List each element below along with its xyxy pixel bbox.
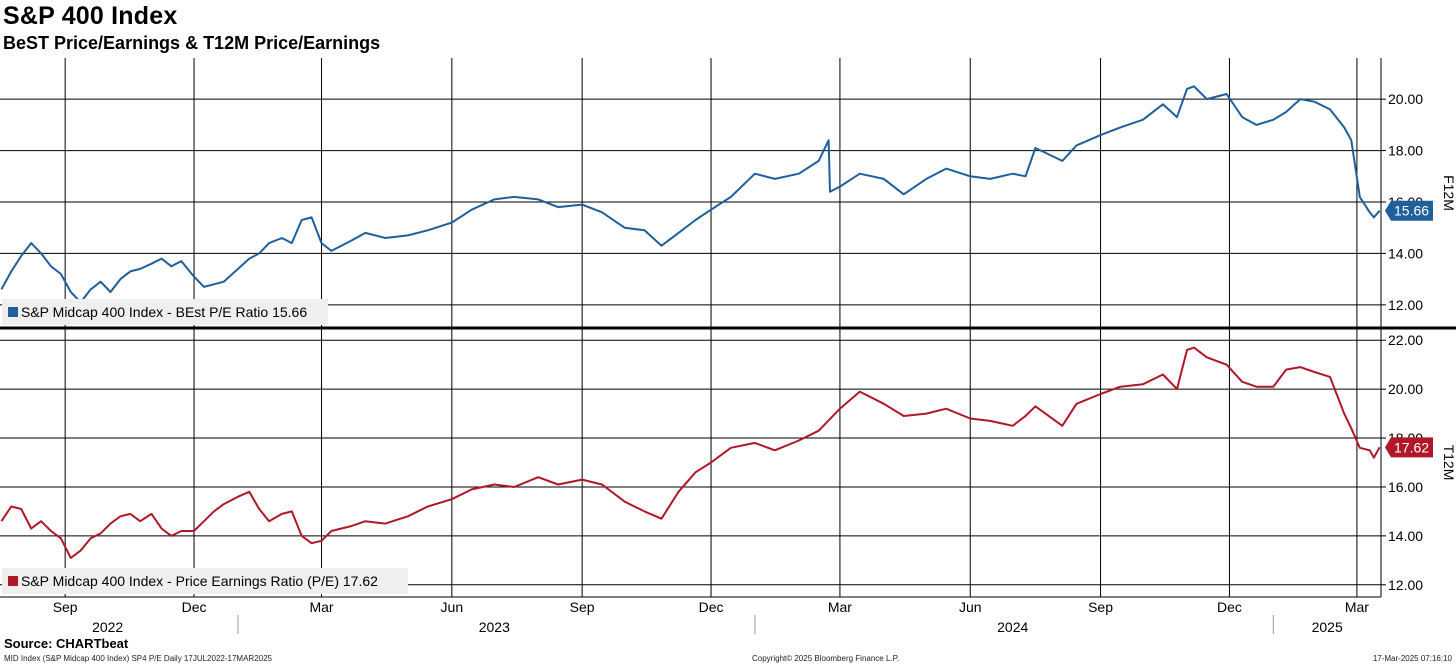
legend-label: S&P Midcap 400 Index - Price Earnings Ra… xyxy=(21,573,378,589)
y-tick-label: 12.00 xyxy=(1388,297,1423,313)
y-tick-label: 16.00 xyxy=(1388,479,1423,495)
series-line xyxy=(0,85,1381,304)
x-month-label: Dec xyxy=(699,599,724,615)
x-month-label: Mar xyxy=(1345,599,1369,615)
legend-box xyxy=(2,299,328,325)
x-month-label: Mar xyxy=(309,599,333,615)
last-value-tag xyxy=(1385,437,1433,458)
axis-title: T12M xyxy=(1441,445,1456,481)
y-tick-label: 12.00 xyxy=(1388,577,1423,593)
y-tick-label: 14.00 xyxy=(1388,528,1423,544)
axis-title: F12M xyxy=(1441,175,1456,211)
x-year-label: 2024 xyxy=(997,619,1028,635)
chart-title: S&P 400 Index xyxy=(3,2,178,30)
pe-chart: 12.00 14.00 16.00 18.00 20.00 S&P Midcap 400 … xyxy=(0,58,1456,635)
x-year-label: 2025 xyxy=(1312,619,1343,635)
x-month-label: Sep xyxy=(570,599,595,615)
x-year-label: 2022 xyxy=(92,619,123,635)
x-month-label: Dec xyxy=(182,599,207,615)
legend-box xyxy=(2,568,408,594)
x-month-label: Sep xyxy=(53,599,78,615)
legend-label: S&P Midcap 400 Index - BEst P/E Ratio 15… xyxy=(21,304,307,320)
x-month-label: Jun xyxy=(441,599,464,615)
y-tick-label: 14.00 xyxy=(1388,245,1423,261)
x-month-label: Sep xyxy=(1088,599,1113,615)
legend-swatch xyxy=(8,307,18,317)
footer-timestamp: 17-Mar-2025 07:16:10 xyxy=(1372,654,1452,663)
legend-swatch xyxy=(8,576,18,586)
y-tick-label: 18.00 xyxy=(1388,143,1423,159)
y-tick-label: 20.00 xyxy=(1388,381,1423,397)
y-tick-label: 22.00 xyxy=(1388,332,1423,348)
last-value-label: 15.66 xyxy=(1394,203,1429,219)
x-month-label: Jun xyxy=(959,599,982,615)
chart-subtitle: BeST Price/Earnings & T12M Price/Earning… xyxy=(3,33,381,53)
footer-ticker-info: MID Index (S&P Midcap 400 Index) SP4 P/E… xyxy=(4,654,272,663)
last-value-label: 17.62 xyxy=(1394,439,1429,455)
footer-copyright: Copyright© 2025 Bloomberg Finance L.P. xyxy=(752,654,900,663)
last-value-tag xyxy=(1385,200,1433,221)
series-line xyxy=(0,346,1381,559)
x-month-label: Mar xyxy=(828,599,852,615)
x-year-label: 2023 xyxy=(479,619,510,635)
source-note: Source: CHARTbeat xyxy=(4,636,129,651)
x-month-label: Dec xyxy=(1217,599,1242,615)
y-tick-label: 20.00 xyxy=(1388,91,1423,107)
